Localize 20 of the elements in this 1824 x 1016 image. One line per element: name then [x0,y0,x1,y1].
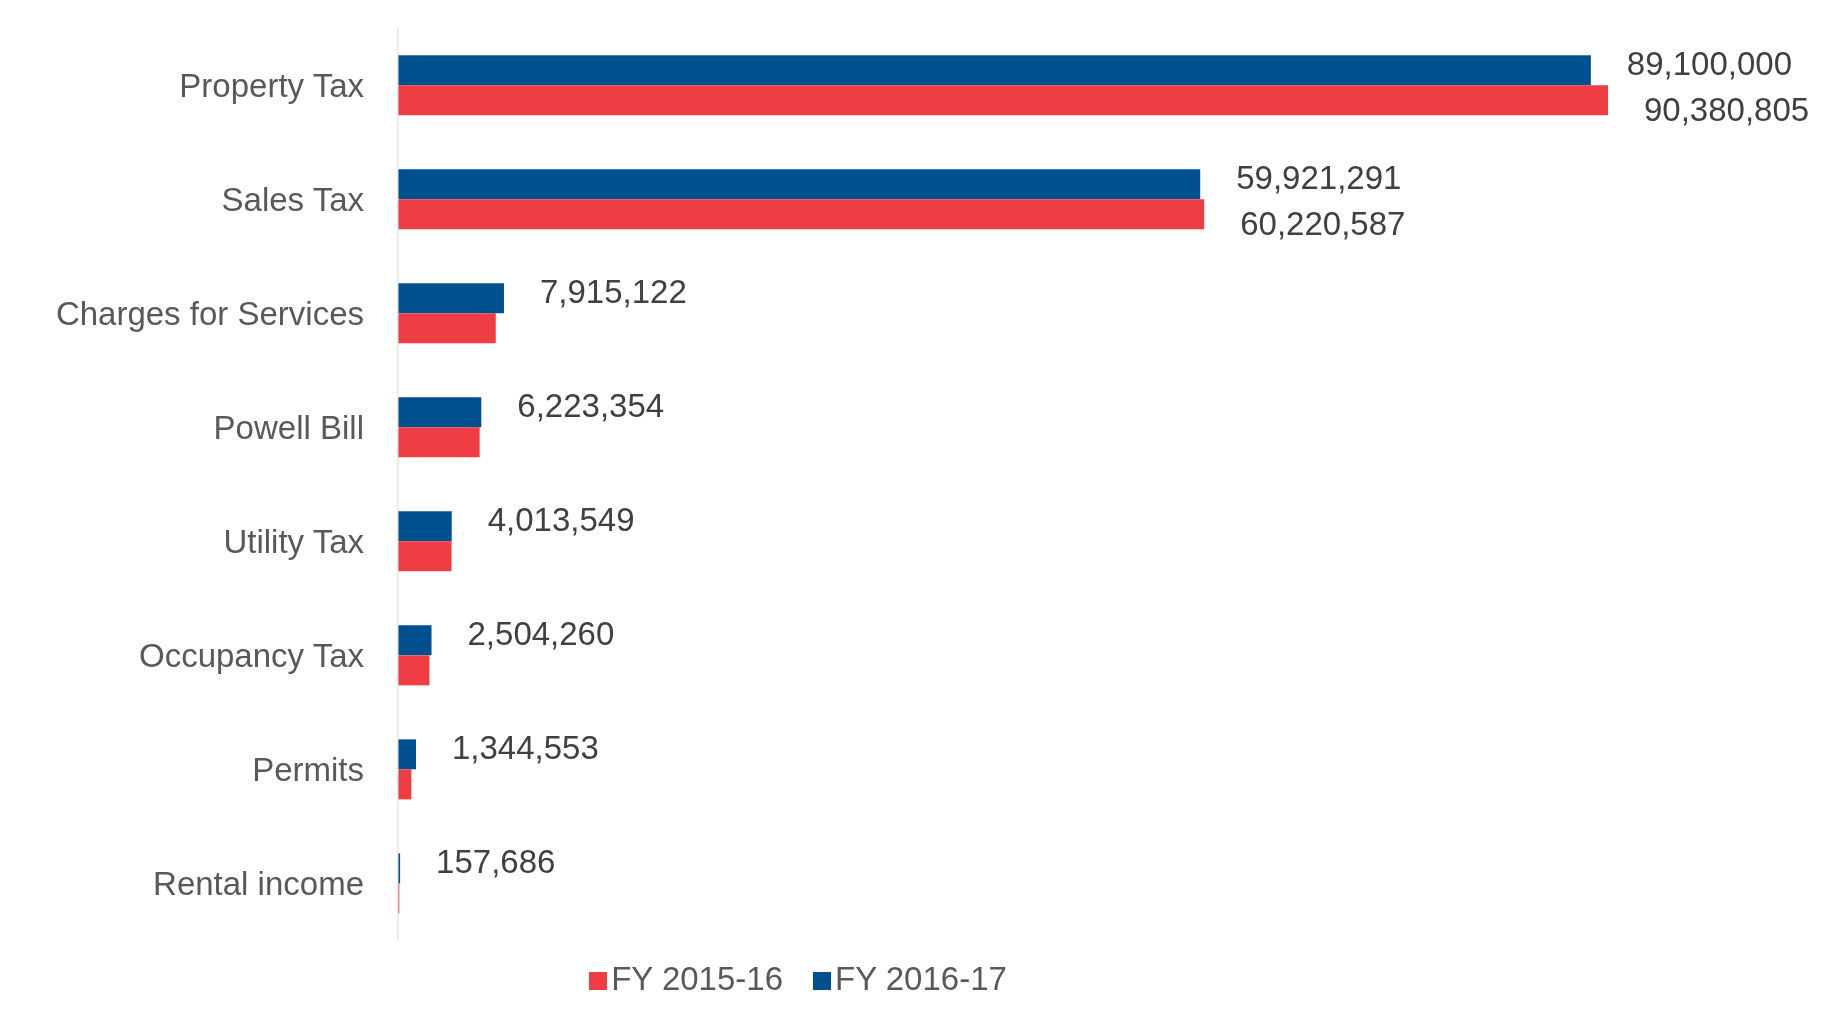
y-tick-label: Rental income [153,864,364,902]
data-label: 89,100,000 [1626,45,1793,83]
y-tick-label: Permits [252,750,364,788]
y-tick-label: Sales Tax [221,180,365,218]
data-label: 4,013,549 [487,501,635,539]
data-label: 60,220,587 [1240,205,1406,243]
data-label: 7,915,122 [539,273,687,311]
data-label: 90,380,805 [1644,91,1810,129]
data-label: 2,504,260 [467,615,615,653]
data-label: 59,921,291 [1236,159,1402,197]
legend-label: FY 2015-16 [611,960,783,997]
data-label: 6,223,354 [517,387,665,425]
y-tick-label: Property Tax [179,66,365,104]
y-tick-label: Occupancy Tax [138,636,365,674]
y-tick-label: Powell Bill [213,408,364,446]
y-tick-label: Charges for Services [55,294,364,332]
legend-label: FY 2016-17 [835,960,1007,997]
y-tick-label: Utility Tax [223,522,365,560]
data-label: 157,686 [436,843,556,881]
data-label: 1,344,553 [452,729,599,767]
